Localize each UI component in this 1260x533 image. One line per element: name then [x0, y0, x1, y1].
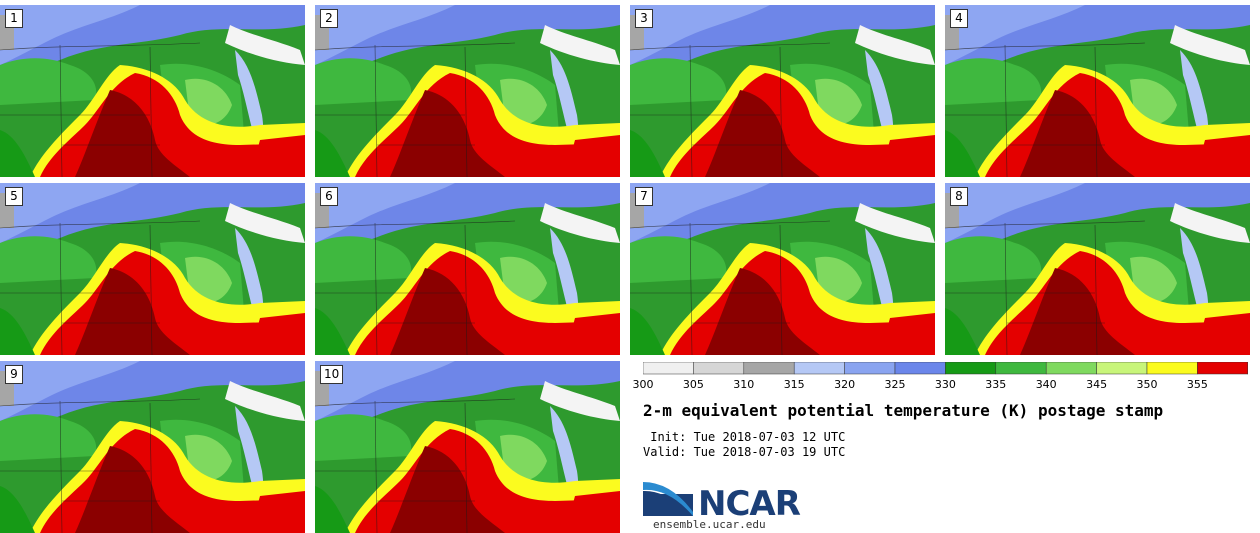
color-scale-tick-label: 350	[1136, 378, 1158, 391]
panel-number-label: 6	[320, 187, 338, 206]
color-scale-segment	[1045, 362, 1097, 375]
map-image	[945, 5, 1250, 177]
ensemble-url[interactable]: ensemble.ucar.edu	[653, 518, 766, 531]
map-panel: 10	[315, 361, 620, 533]
map-image	[315, 183, 620, 355]
color-scale-segment	[1197, 362, 1248, 375]
color-scale-segment	[844, 362, 896, 375]
color-scale-tick-label: 320	[834, 378, 856, 391]
map-panel: 3	[630, 5, 935, 177]
map-image	[0, 361, 305, 533]
map-panel: 2	[315, 5, 620, 177]
color-scale-tick-label: 305	[682, 378, 704, 391]
init-time: Init: Tue 2018-07-03 12 UTC	[643, 430, 846, 444]
panel-number-label: 1	[5, 9, 23, 28]
map-panel: 1	[0, 5, 305, 177]
map-panel: 5	[0, 183, 305, 355]
color-scale-segment	[793, 362, 845, 375]
panel-number-label: 7	[635, 187, 653, 206]
color-scale-tick-label: 325	[884, 378, 906, 391]
panel-number-label: 8	[950, 187, 968, 206]
color-scale-tick-label: 335	[985, 378, 1007, 391]
panel-number-label: 3	[635, 9, 653, 28]
map-image	[315, 361, 620, 533]
ncar-logo-icon	[643, 482, 693, 516]
color-scale-segment	[995, 362, 1047, 375]
color-scale-tick-label: 355	[1186, 378, 1208, 391]
color-scale-tick-label: 345	[1086, 378, 1108, 391]
color-scale-segment	[643, 362, 694, 375]
color-scale-bar	[643, 362, 1248, 375]
map-image	[630, 183, 935, 355]
map-panel: 4	[945, 5, 1250, 177]
color-scale-segment	[894, 362, 946, 375]
map-image	[315, 5, 620, 177]
map-image	[630, 5, 935, 177]
figure-title: 2-m equivalent potential temperature (K)…	[643, 401, 1164, 420]
color-scale-tick-label: 310	[733, 378, 755, 391]
ncar-wordmark: NCAR	[698, 484, 801, 524]
color-scale-tick-label: 340	[1035, 378, 1057, 391]
map-image	[945, 183, 1250, 355]
color-scale-tick-label: 300	[632, 378, 654, 391]
panel-number-label: 5	[5, 187, 23, 206]
panel-number-label: 2	[320, 9, 338, 28]
color-scale-tick-label: 315	[783, 378, 805, 391]
color-scale-segment	[693, 362, 745, 375]
color-scale-segment	[1146, 362, 1198, 375]
color-scale-segment	[743, 362, 795, 375]
panel-number-label: 10	[320, 365, 344, 384]
map-panel: 7	[630, 183, 935, 355]
valid-time: Valid: Tue 2018-07-03 19 UTC	[643, 445, 846, 459]
color-scale-tick-label: 330	[934, 378, 956, 391]
color-scale-segment	[945, 362, 997, 375]
map-panel: 9	[0, 361, 305, 533]
map-panel: 8	[945, 183, 1250, 355]
map-panel: 6	[315, 183, 620, 355]
panel-number-label: 9	[5, 365, 23, 384]
map-image	[0, 183, 305, 355]
color-scale-segment	[1096, 362, 1148, 375]
map-image	[0, 5, 305, 177]
panel-number-label: 4	[950, 9, 968, 28]
